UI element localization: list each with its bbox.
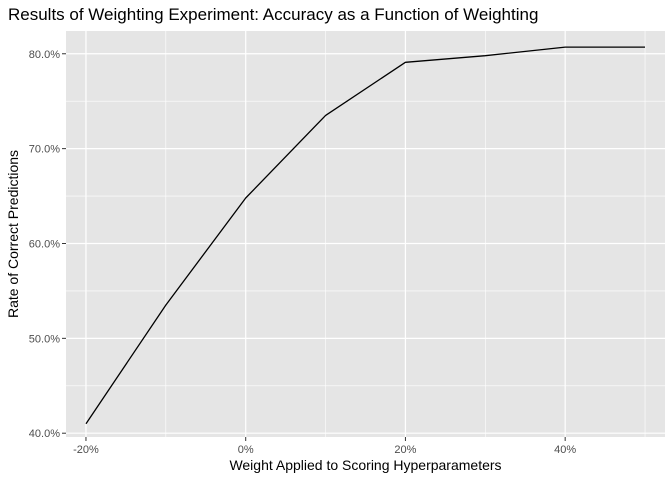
- chart-title: Results of Weighting Experiment: Accurac…: [8, 5, 538, 24]
- y-tick-label: 40.0%: [29, 428, 60, 440]
- series-line: [85, 46, 645, 425]
- x-tick-label: -20%: [73, 444, 99, 456]
- y-tick-label: 50.0%: [29, 333, 60, 345]
- plot-panel: [66, 31, 665, 437]
- x-tick-label: 0%: [238, 444, 254, 456]
- minor-gridlines: [66, 31, 665, 437]
- axis-ticks: [62, 53, 566, 441]
- x-tick-label: 20%: [394, 444, 416, 456]
- x-axis-title: Weight Applied to Scoring Hyperparameter…: [229, 457, 501, 473]
- x-tick-label: 40%: [554, 444, 576, 456]
- y-tick-label: 70.0%: [29, 144, 60, 156]
- major-gridlines: [66, 31, 665, 437]
- y-tick-label: 60.0%: [29, 238, 60, 250]
- y-tick-labels: 40.0% 50.0% 60.0% 70.0% 80.0%: [29, 49, 60, 440]
- y-tick-label: 80.0%: [29, 49, 60, 61]
- y-axis-title: Rate of Correct Predictions: [5, 150, 21, 318]
- x-tick-labels: -20% 0% 20% 40%: [73, 444, 576, 456]
